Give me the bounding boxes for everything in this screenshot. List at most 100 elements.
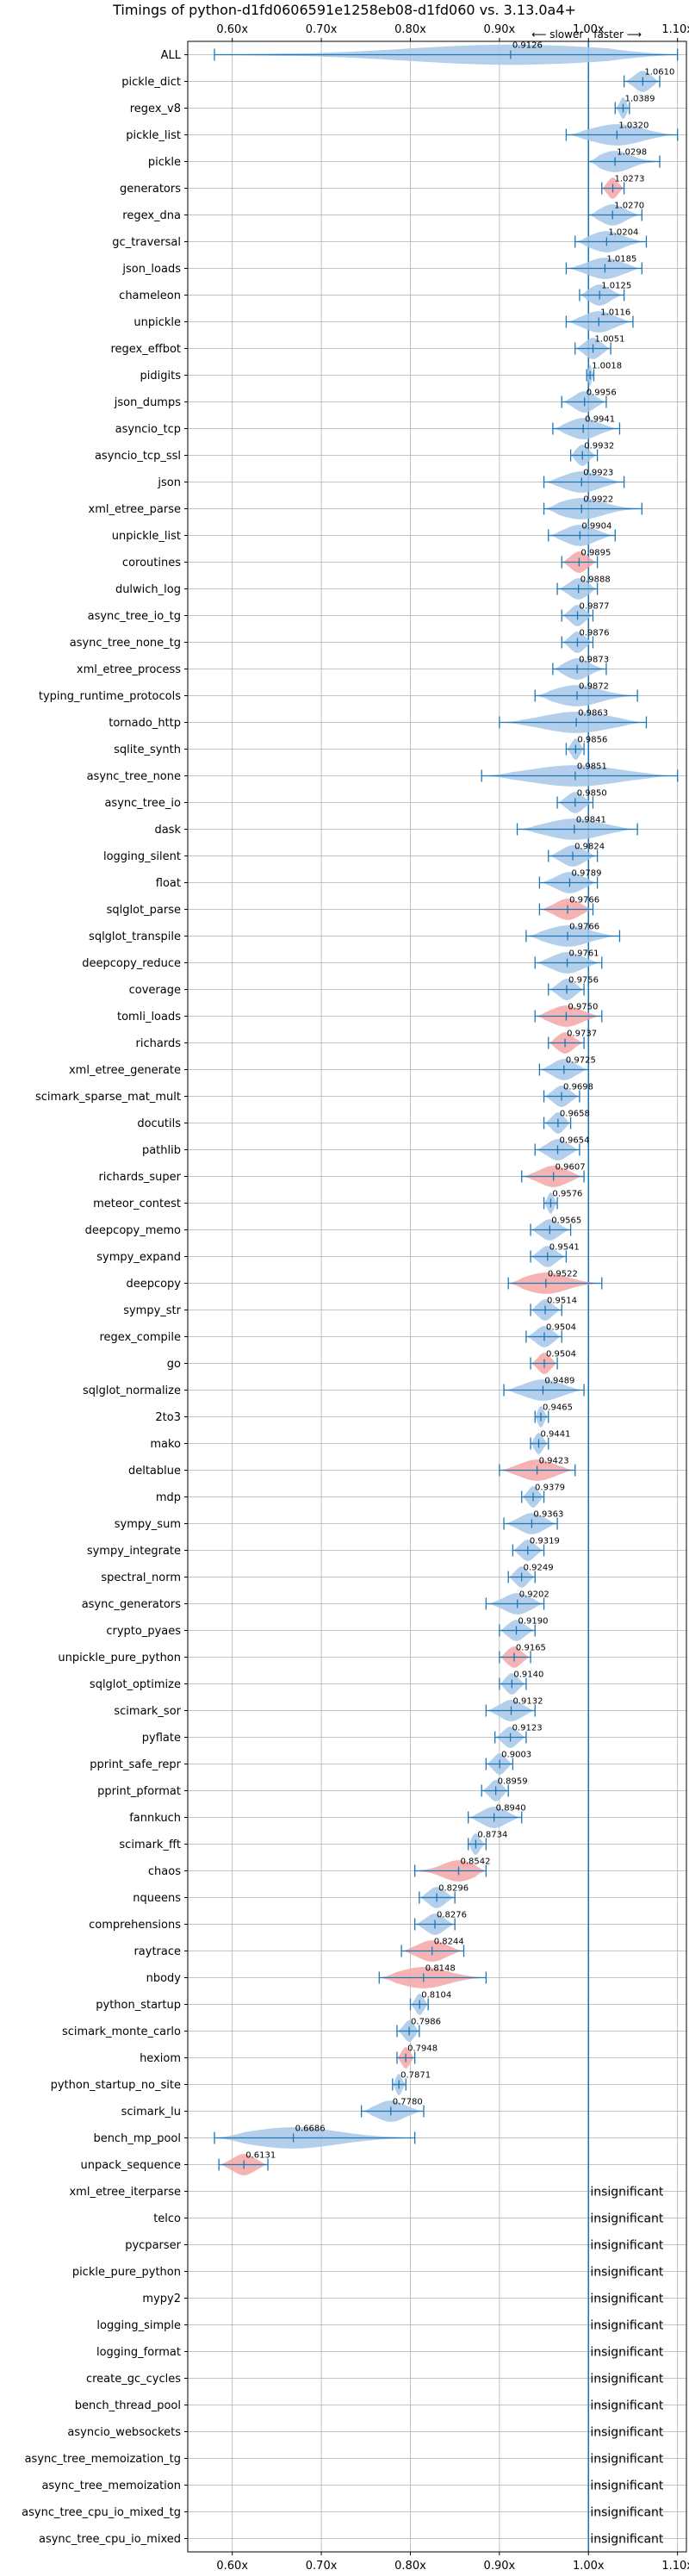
benchmark-label: unpickle bbox=[133, 316, 181, 329]
x-tick-label-top: 1.10x bbox=[661, 23, 689, 36]
violin-sympy_expand bbox=[530, 1246, 568, 1267]
benchmark-label: asyncio_tcp bbox=[115, 423, 181, 436]
value-label: 0.9766 bbox=[569, 923, 599, 932]
benchmark-label: sqlglot_parse bbox=[107, 904, 181, 917]
benchmark-label: tomli_loads bbox=[117, 1011, 181, 1024]
benchmark-label: pidigits bbox=[140, 370, 182, 383]
violin-mdp bbox=[521, 1486, 545, 1508]
insignificant-label: insignificant bbox=[590, 2480, 664, 2493]
benchmark-label: chaos bbox=[148, 1865, 181, 1878]
x-tick-label-bottom: 1.00x bbox=[573, 2560, 605, 2573]
benchmark-label: chameleon bbox=[119, 289, 181, 302]
benchmark-label: pprint_safe_repr bbox=[90, 1758, 181, 1771]
violin-coverage bbox=[548, 979, 585, 1000]
insignificant-label: insignificant bbox=[590, 2346, 664, 2360]
benchmark-label: scimark_monte_carlo bbox=[62, 2025, 181, 2038]
value-label: 0.9932 bbox=[584, 442, 614, 451]
violin-pickle bbox=[587, 151, 661, 172]
violin-regex_effbot bbox=[574, 338, 611, 359]
violin-deepcopy_reduce bbox=[534, 952, 603, 974]
insignificant-label: insignificant bbox=[590, 2266, 664, 2280]
value-label: 0.9725 bbox=[566, 1056, 596, 1066]
value-label: 0.8734 bbox=[477, 1831, 507, 1840]
benchmark-label: unpickle_list bbox=[112, 530, 181, 543]
violin-sqlglot_transpile bbox=[525, 925, 621, 947]
value-label: 1.0018 bbox=[592, 362, 622, 371]
violin-async_tree_none bbox=[481, 765, 679, 787]
value-label: 0.9824 bbox=[574, 843, 605, 852]
insignificant-label: insignificant bbox=[590, 2239, 664, 2253]
value-label: 0.9841 bbox=[576, 816, 606, 825]
value-label: 0.8940 bbox=[496, 1804, 526, 1814]
benchmark-label: logging_simple bbox=[96, 2319, 181, 2332]
value-label: 0.7948 bbox=[407, 2044, 438, 2054]
value-label: 0.9003 bbox=[501, 1751, 531, 1760]
benchmark-label: deepcopy_reduce bbox=[82, 957, 181, 970]
violin-sqlite_synth bbox=[565, 738, 585, 760]
value-label: 0.9789 bbox=[571, 869, 601, 879]
violin-json bbox=[543, 471, 625, 493]
violin-sympy_str bbox=[530, 1299, 562, 1321]
insignificant-label: insignificant bbox=[590, 2533, 664, 2547]
value-label: 0.9123 bbox=[512, 1724, 543, 1733]
benchmark-label: async_tree_io_tg bbox=[88, 610, 181, 623]
value-label: 0.9872 bbox=[579, 682, 609, 692]
benchmark-label: nbody bbox=[146, 1972, 182, 1985]
value-label: 0.9895 bbox=[580, 549, 611, 558]
violin-coroutines bbox=[561, 551, 599, 573]
benchmark-label: regex_dna bbox=[122, 209, 181, 222]
value-label: 1.0051 bbox=[595, 335, 625, 345]
benchmark-label: bench_thread_pool bbox=[75, 2399, 181, 2412]
benchmark-label: deepcopy bbox=[126, 1278, 181, 1291]
benchmark-label: sqlglot_normalize bbox=[83, 1384, 181, 1397]
value-label: 0.6131 bbox=[245, 2151, 276, 2161]
benchmark-label: async_tree_memoization bbox=[41, 2480, 181, 2492]
value-label: 0.9761 bbox=[569, 949, 599, 959]
benchmark-label: logging_silent bbox=[103, 850, 181, 863]
value-label: 0.9877 bbox=[580, 602, 610, 612]
violin-hexiom bbox=[396, 2047, 416, 2069]
benchmark-label: pickle_pure_python bbox=[72, 2266, 181, 2279]
benchmark-label: pickle_list bbox=[126, 129, 181, 142]
insignificant-label: insignificant bbox=[590, 2319, 664, 2333]
value-label: 0.9132 bbox=[513, 1697, 543, 1707]
benchmark-label: comprehensions bbox=[89, 1919, 181, 1932]
benchmark-label: pickle bbox=[148, 156, 181, 169]
value-label: 0.9766 bbox=[569, 896, 599, 905]
value-label: 0.9876 bbox=[579, 629, 609, 638]
value-label: 0.7986 bbox=[411, 2018, 441, 2027]
value-label: 0.9249 bbox=[524, 1564, 554, 1573]
value-label: 0.9750 bbox=[568, 1003, 598, 1012]
benchmark-label: richards_super bbox=[98, 1171, 181, 1184]
value-label: 0.8148 bbox=[425, 1964, 456, 1974]
benchmark-label: asyncio_tcp_ssl bbox=[95, 450, 181, 463]
violin-xml_etree_generate bbox=[538, 1059, 589, 1080]
violin-dulwich_log bbox=[556, 578, 599, 600]
violin-json_loads bbox=[565, 258, 642, 279]
value-label: 0.9850 bbox=[577, 789, 607, 799]
violin-nqueens bbox=[419, 1887, 456, 1908]
violin-logging_silent bbox=[548, 845, 599, 867]
value-label: 0.9941 bbox=[585, 415, 615, 425]
slower-direction-label: ⟵ slower bbox=[531, 28, 583, 40]
value-label: 0.8542 bbox=[461, 1857, 491, 1867]
insignificant-label: insignificant bbox=[590, 2506, 664, 2520]
insignificant-label: insignificant bbox=[590, 2373, 664, 2386]
violin-chaos bbox=[414, 1860, 487, 1882]
violin-nbody bbox=[378, 1967, 487, 1988]
violin-unpickle_list bbox=[548, 525, 616, 546]
value-label: 0.7871 bbox=[400, 2071, 431, 2081]
value-label: 1.0204 bbox=[608, 228, 638, 238]
value-label: 1.0298 bbox=[617, 148, 647, 158]
benchmark-label: mako bbox=[150, 1438, 181, 1451]
benchmark-label: sqlglot_optimize bbox=[90, 1678, 181, 1691]
violin-pprint_pformat bbox=[481, 1780, 509, 1801]
benchmark-label: richards bbox=[136, 1037, 182, 1050]
marks-layer bbox=[214, 44, 679, 2175]
violin-unpickle bbox=[565, 311, 634, 333]
violin-pickle_dict bbox=[623, 71, 661, 92]
benchmark-label: async_generators bbox=[82, 1598, 182, 1611]
benchmark-label: fannkuch bbox=[129, 1812, 181, 1825]
value-label: 0.9489 bbox=[544, 1377, 574, 1386]
value-label: 0.9165 bbox=[516, 1644, 546, 1653]
